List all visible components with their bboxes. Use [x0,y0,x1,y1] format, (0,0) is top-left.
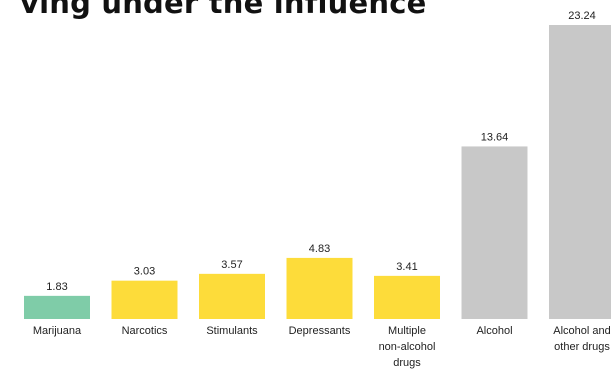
category-label-4-1: non-alcohol [379,341,436,353]
value-label-0: 1.83 [46,281,67,293]
chart-title: ving under the influence [20,0,427,20]
bar-2 [199,273,265,319]
category-label-3-0: Depressants [289,325,351,337]
bar-5 [461,146,528,319]
value-label-2: 3.57 [221,259,242,271]
category-label-5-0: Alcohol [476,325,512,337]
category-label-2-0: Stimulants [206,325,258,337]
category-label-1-0: Narcotics [122,325,168,337]
category-label-0-0: Marijuana [33,325,82,337]
value-label-4: 3.41 [396,261,417,273]
bar-1 [111,280,178,319]
category-label-6-1: other drugs [554,341,610,353]
value-label-3: 4.83 [309,243,330,255]
value-label-6: 23.24 [568,10,596,22]
category-label-6-0: Alcohol and [553,325,611,337]
bar-3 [286,257,353,319]
value-label-1: 3.03 [134,266,155,278]
value-label-5: 13.64 [481,131,509,143]
bar-0 [24,295,90,319]
bar-4 [374,275,440,319]
bar-6 [549,25,611,319]
category-label-4-0: Multiple [388,325,426,337]
category-label-4-2: drugs [393,357,421,369]
